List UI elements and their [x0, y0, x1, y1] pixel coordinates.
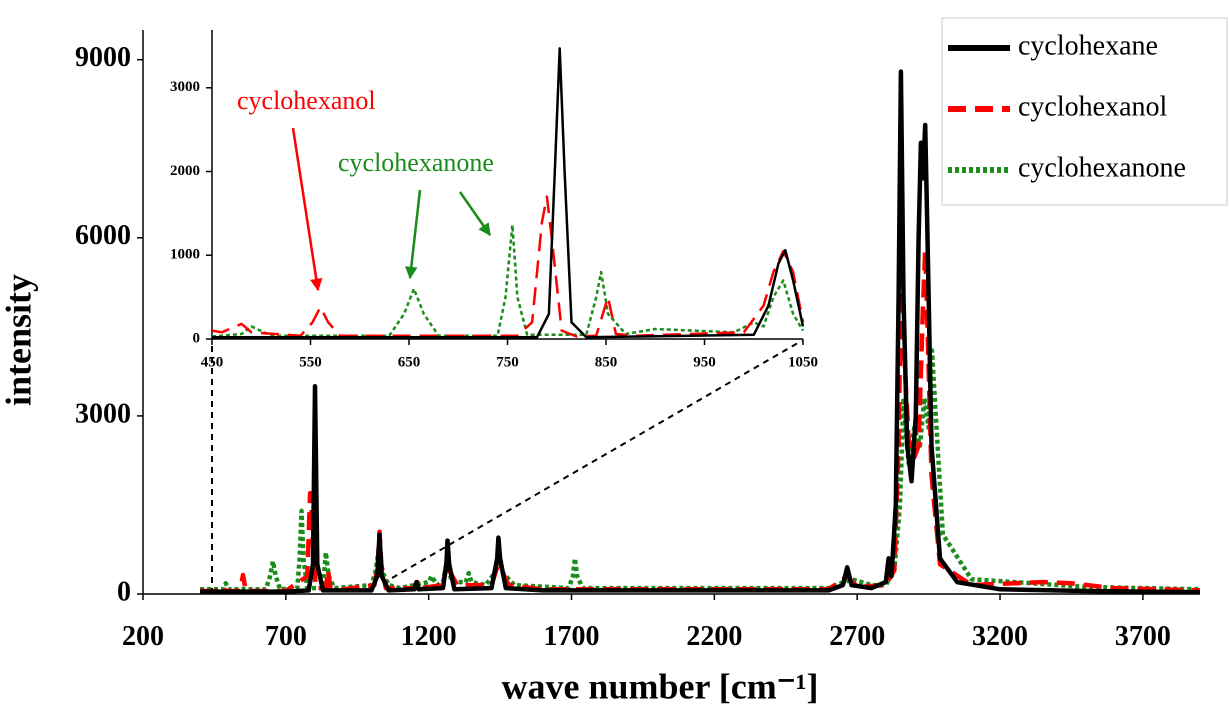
- legend-label: cyclohexane: [1018, 30, 1158, 61]
- y-tick-label: 6000: [75, 220, 131, 251]
- y-axis-label: intensity: [0, 274, 38, 406]
- x-tick-label: 950: [693, 354, 716, 370]
- arrow: [291, 127, 323, 292]
- x-tick-label: 1700: [544, 621, 600, 652]
- legend-label: cyclohexanone: [1018, 152, 1186, 183]
- series-line: [211, 195, 805, 338]
- zoom-line: [391, 339, 804, 579]
- y-tick-label: 0: [117, 576, 131, 607]
- series-line: [200, 348, 1201, 592]
- x-tick-label: 750: [496, 354, 519, 370]
- series-line: [211, 223, 805, 338]
- x-tick-label: 2200: [686, 621, 742, 652]
- arrow: [458, 191, 492, 237]
- series-line: [212, 47, 805, 339]
- arrow: [405, 189, 422, 280]
- x-tick-label: 1050: [788, 354, 818, 370]
- main-plot: 0 3000 6000 9000 200 700 1200 1700 2200 2700 3200 3…: [0, 30, 1201, 706]
- legend-label: cyclohexanol: [1018, 91, 1167, 122]
- x-tick-label: 3700: [1115, 621, 1171, 652]
- x-tick-label: 450: [201, 354, 224, 370]
- x-tick-label: 850: [595, 354, 618, 370]
- x-tick-label: 650: [398, 354, 421, 370]
- x-tick-label: 700: [265, 621, 307, 652]
- y-tick-label: 1000: [170, 247, 200, 263]
- x-tick-label: 200: [122, 621, 164, 652]
- x-tick-label: 3200: [972, 621, 1028, 652]
- y-tick-label: 0: [193, 330, 201, 346]
- y-tick-label: 3000: [75, 398, 131, 429]
- annotation: cyclohexanol: [237, 86, 376, 115]
- x-axis-label: wave number [cm⁻¹]: [501, 666, 818, 706]
- y-tick-label: 3000: [170, 79, 200, 95]
- inset-plot: 0 1000 2000 3000 450 550 650 750 850 950 1050 cyclo…: [170, 30, 818, 370]
- y-tick-label: 9000: [75, 42, 131, 73]
- annotation: cyclohexanone: [338, 148, 494, 177]
- x-tick-label: 1200: [401, 621, 457, 652]
- x-tick-label: 2700: [829, 621, 885, 652]
- series-line: [200, 69, 1201, 595]
- y-tick-label: 2000: [170, 163, 200, 179]
- inset-background: [156, 28, 808, 341]
- x-tick-label: 550: [299, 354, 322, 370]
- legend: cyclohexane cyclohexanol cyclohexanone: [941, 17, 1228, 206]
